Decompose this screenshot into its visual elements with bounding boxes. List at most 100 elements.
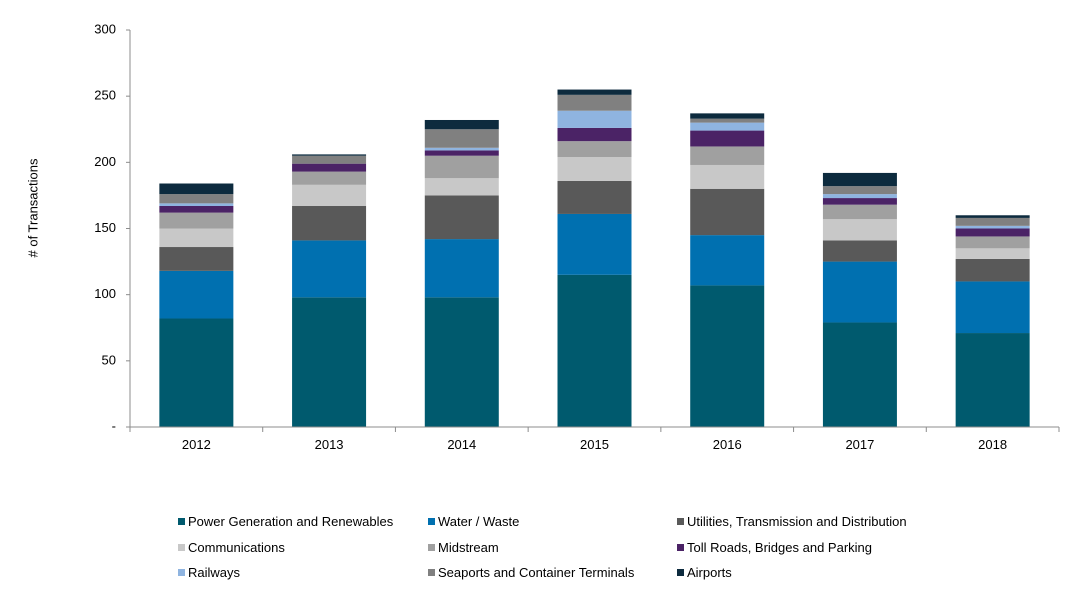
bar-segment-2018-2 — [955, 258, 1030, 282]
legend-swatch — [677, 518, 684, 525]
bar-segment-2013-4 — [292, 171, 367, 185]
bar-segment-2013-5 — [292, 163, 367, 172]
bar-segment-2012-0 — [159, 318, 234, 427]
y-tick-label: 150 — [94, 220, 116, 235]
bar-segment-2012-7 — [159, 194, 234, 204]
bar-segment-2015-2 — [557, 180, 632, 214]
bar-segment-2018-1 — [955, 281, 1030, 334]
bar-segment-2016-7 — [690, 118, 765, 123]
legend-item: Communications — [178, 539, 285, 556]
bar-segment-2015-3 — [557, 157, 632, 181]
bar-segment-2016-5 — [690, 130, 765, 147]
bar-segment-2012-8 — [159, 183, 234, 195]
bar-segment-2013-3 — [292, 184, 367, 207]
bar-segment-2016-0 — [690, 285, 765, 427]
bar-segment-2018-8 — [955, 215, 1030, 218]
y-tick-label: - — [112, 418, 116, 433]
legend-label: Railways — [188, 565, 241, 580]
x-axis: 2012 2013 2014 2015 2016 2017 2018 — [129, 427, 1060, 452]
legend-item: Airports — [677, 564, 732, 581]
bar-segment-2015-6 — [557, 110, 632, 128]
bar-segment-2015-7 — [557, 94, 632, 111]
bar-segment-2015-8 — [557, 89, 632, 95]
bar-segment-2013-8 — [292, 154, 367, 156]
bars-layer — [159, 89, 1030, 427]
bar-segment-2013-7 — [292, 155, 367, 164]
legend-label: Airports — [687, 565, 732, 580]
bar-segment-2014-3 — [424, 178, 499, 196]
bar-segment-2013-0 — [292, 297, 367, 427]
legend-label: Midstream — [438, 539, 499, 555]
bar-segment-2017-7 — [822, 186, 897, 195]
legend-label: Seaports and Container Terminals — [438, 565, 635, 580]
y-tick-label: 250 — [94, 88, 116, 103]
bar-segment-2013-1 — [292, 240, 367, 298]
bar-segment-2017-4 — [822, 204, 897, 220]
legend-swatch — [428, 569, 435, 576]
bar-segment-2014-7 — [424, 129, 499, 148]
bar-segment-2016-4 — [690, 146, 765, 165]
legend-swatch — [428, 543, 435, 551]
legend-item: Midstream — [428, 539, 499, 556]
y-tick-label: 300 — [94, 21, 116, 36]
bar-segment-2014-5 — [424, 150, 499, 156]
bar-segment-2013-2 — [292, 206, 367, 241]
bar-segment-2015-1 — [557, 213, 632, 275]
legend-item: Railways — [178, 564, 240, 581]
bar-segment-2015-0 — [557, 274, 632, 427]
legend-swatch — [178, 518, 185, 525]
x-tick-label: 2014 — [447, 437, 476, 452]
bar-segment-2018-4 — [955, 236, 1030, 249]
y-axis: - 50 100 150 200 250 300 — [94, 21, 130, 433]
bar-segment-2012-3 — [159, 228, 234, 248]
legend-label: Water / Waste — [438, 514, 520, 529]
x-tick-label: 2013 — [315, 437, 344, 452]
legend-swatch — [178, 569, 185, 576]
bar-segment-2014-1 — [424, 239, 499, 298]
bar-segment-2017-6 — [822, 194, 897, 199]
legend-label: Toll Roads, Bridges and Parking — [687, 539, 872, 555]
legend-label: Power Generation and Renewables — [188, 514, 394, 529]
legend-item: Power Generation and Renewables — [178, 513, 393, 530]
legend-item: Water / Waste — [428, 513, 519, 530]
x-tick-label: 2012 — [182, 437, 211, 452]
bar-segment-2015-5 — [557, 127, 632, 142]
bar-segment-2016-1 — [690, 235, 765, 286]
bar-segment-2014-4 — [424, 155, 499, 179]
legend-swatch — [428, 518, 435, 525]
legend-swatch — [178, 543, 185, 551]
bar-segment-2017-0 — [822, 322, 897, 427]
bar-segment-2017-5 — [822, 198, 897, 205]
bar-segment-2017-3 — [822, 219, 897, 241]
bar-segment-2012-2 — [159, 247, 234, 271]
bar-segment-2018-0 — [955, 333, 1030, 427]
y-axis-title: # of Transactions — [25, 158, 40, 257]
bar-segment-2016-6 — [690, 122, 765, 131]
y-tick-label: 200 — [94, 154, 116, 169]
bar-segment-2014-0 — [424, 297, 499, 427]
legend-swatch — [677, 543, 684, 551]
bar-segment-2012-6 — [159, 203, 234, 207]
x-tick-label: 2016 — [713, 437, 742, 452]
bar-segment-2012-4 — [159, 212, 234, 229]
x-tick-label: 2015 — [580, 437, 609, 452]
bar-segment-2017-2 — [822, 240, 897, 262]
x-tick-label: 2018 — [978, 437, 1007, 452]
legend-swatch — [677, 569, 684, 576]
bar-segment-2018-7 — [955, 217, 1030, 226]
legend-label: Utilities, Transmission and Distribution — [687, 514, 907, 529]
bar-segment-2014-6 — [424, 147, 499, 151]
legend-item: Seaports and Container Terminals — [428, 564, 634, 581]
bar-segment-2015-4 — [557, 141, 632, 158]
legend-label: Communications — [188, 539, 285, 555]
bar-segment-2016-8 — [690, 113, 765, 119]
bar-segment-2018-3 — [955, 248, 1030, 259]
bar-segment-2012-5 — [159, 206, 234, 213]
legend-item: Toll Roads, Bridges and Parking — [677, 539, 872, 556]
bar-segment-2017-1 — [822, 261, 897, 323]
bar-segment-2016-2 — [690, 188, 765, 236]
bar-segment-2014-8 — [424, 119, 499, 130]
y-tick-label: 50 — [102, 352, 116, 367]
bar-segment-2016-3 — [690, 164, 765, 189]
